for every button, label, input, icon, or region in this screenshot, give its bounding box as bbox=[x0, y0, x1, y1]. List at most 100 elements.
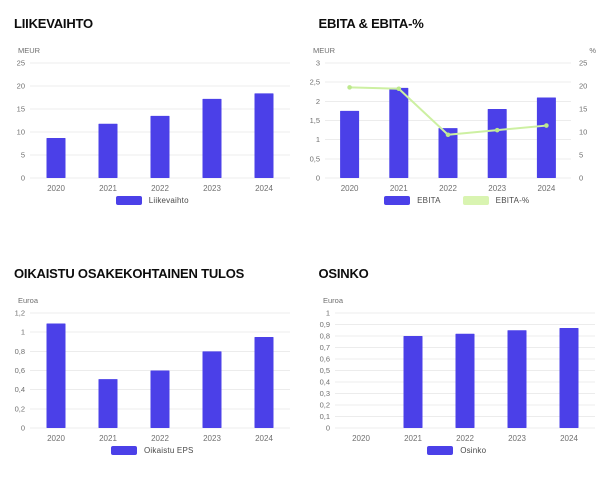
bar bbox=[98, 123, 118, 178]
chart-title: OSINKO bbox=[318, 266, 369, 281]
bar bbox=[487, 109, 507, 178]
bar bbox=[403, 336, 422, 428]
x-axis-label: 2022 bbox=[439, 184, 457, 193]
y-axis-tick-label: 0,4 bbox=[15, 385, 25, 394]
y-axis-tick-label: 0,2 bbox=[319, 401, 329, 410]
y-axis-tick-label: 0,3 bbox=[319, 389, 329, 398]
y-axis-tick-label: 0,2 bbox=[15, 404, 25, 413]
chart-card-liikevaihto: LIIKEVAIHTO 25 20 15 10 5 0 MEUR 2020 2021 2022 20… bbox=[0, 0, 305, 250]
chart-legend: Liikevaihto bbox=[0, 196, 305, 205]
chart-canvas: 1 0,9 0,8 0,7 0,6 0,5 0,4 0,3 0,2 0,1 0 Euroa 2020 20… bbox=[305, 290, 609, 448]
y-axis-tick-label: 0,1 bbox=[319, 412, 329, 421]
chart-svg: 1,2 1 0,8 0,6 0,4 0,2 0 Euroa 2020 2021 2022 2023 20… bbox=[15, 296, 290, 443]
x-axis-label: 2024 bbox=[537, 184, 555, 193]
legend-item[interactable]: Osinko bbox=[427, 446, 486, 455]
y-axis-tick-label: 25 bbox=[17, 59, 25, 68]
bar bbox=[46, 137, 66, 178]
x-axis-label: 2023 bbox=[203, 434, 221, 443]
y-axis-tick-label: 2,5 bbox=[309, 78, 319, 87]
legend-swatch bbox=[462, 196, 489, 205]
x-axis-label: 2022 bbox=[456, 434, 474, 443]
y-axis-tick-label: 5 bbox=[21, 151, 25, 160]
y-axis-tick-label: 10 bbox=[17, 128, 25, 137]
bar bbox=[388, 87, 408, 178]
x-axis-label: 2024 bbox=[255, 434, 273, 443]
y-axis-tick-label: 0,6 bbox=[15, 366, 25, 375]
bar bbox=[98, 379, 118, 428]
x-axis-label: 2024 bbox=[560, 434, 578, 443]
legend-swatch bbox=[110, 446, 137, 455]
y-axis-tick-label: 20 bbox=[17, 82, 25, 91]
y-axis-tick-label: 0 bbox=[315, 174, 319, 183]
legend-label: EBITA bbox=[417, 196, 441, 205]
y-axis-tick-label: 0,5 bbox=[309, 154, 319, 163]
legend-item[interactable]: EBITA-% bbox=[462, 196, 530, 205]
bar bbox=[254, 93, 274, 178]
bar bbox=[150, 115, 170, 178]
bar bbox=[46, 323, 66, 428]
y-axis-right-tick-label: 10 bbox=[579, 128, 587, 137]
legend-item[interactable]: EBITA bbox=[384, 196, 441, 205]
x-axis-label: 2021 bbox=[404, 434, 422, 443]
bar bbox=[438, 128, 457, 178]
bar bbox=[150, 370, 170, 428]
bar bbox=[254, 336, 274, 428]
chart-title: EBITA & EBITA-% bbox=[318, 16, 424, 31]
chart-canvas: 25 20 15 10 5 0 MEUR 2020 2021 2022 2023 2024 bbox=[0, 40, 304, 198]
x-axis-label: 2021 bbox=[99, 434, 117, 443]
data-point bbox=[396, 86, 401, 92]
x-axis-label: 2021 bbox=[389, 184, 407, 193]
data-point bbox=[346, 85, 352, 90]
chart-title: LIIKEVAIHTO bbox=[14, 16, 93, 31]
legend-label: Oikaistu EPS bbox=[143, 446, 194, 455]
legend-label: Osinko bbox=[460, 446, 487, 455]
legend-label: EBITA-% bbox=[495, 196, 530, 205]
y-axis-tick-label: 0,4 bbox=[319, 378, 329, 387]
right-axis-unit-label: % bbox=[589, 46, 596, 55]
chart-canvas: 3 2,5 2 1,5 1 0,5 0 25 20 15 10 5 0% MEUR 2020 2021 2022… bbox=[305, 40, 609, 198]
legend-swatch bbox=[115, 196, 142, 205]
legend-swatch bbox=[427, 446, 454, 455]
left-axis-unit-label: Euroa bbox=[323, 296, 344, 305]
x-axis-label: 2021 bbox=[99, 184, 117, 193]
y-axis-right-tick-label: 20 bbox=[579, 82, 587, 91]
bar bbox=[536, 97, 556, 178]
data-point bbox=[494, 127, 499, 133]
x-axis-label: 2023 bbox=[508, 434, 526, 443]
y-axis-tick-label: 1 bbox=[21, 328, 25, 337]
y-axis-tick-label: 3 bbox=[315, 59, 319, 68]
x-axis-label: 2022 bbox=[151, 184, 169, 193]
chart-svg: 25 20 15 10 5 0 MEUR 2020 2021 2022 2023 2024 bbox=[17, 46, 290, 193]
legend-swatch bbox=[384, 196, 411, 205]
bar bbox=[455, 333, 474, 428]
chart-svg: 3 2,5 2 1,5 1 0,5 0 25 20 15 10 5 0% MEUR 2020 2021 2022… bbox=[309, 46, 596, 193]
chart-svg: 1 0,9 0,8 0,7 0,6 0,5 0,4 0,3 0,2 0,1 0 Euroa 2020 20… bbox=[319, 296, 595, 443]
data-point bbox=[543, 123, 549, 128]
y-axis-tick-label: 15 bbox=[17, 105, 25, 114]
legend-label: Liikevaihto bbox=[148, 196, 189, 205]
y-axis-right-tick-label: 15 bbox=[579, 105, 587, 114]
bar bbox=[339, 110, 359, 178]
chart-card-ebita: EBITA & EBITA-% 3 2,5 2 1,5 1 0,5 0 25 20 15 10 5 0%… bbox=[305, 0, 609, 250]
x-axis-label: 2020 bbox=[47, 184, 65, 193]
left-axis-unit-label: MEUR bbox=[18, 46, 41, 55]
y-axis-right-tick-label: 5 bbox=[579, 151, 583, 160]
y-axis-tick-label: 1,2 bbox=[15, 309, 25, 318]
x-axis-label: 2023 bbox=[488, 184, 506, 193]
y-axis-tick-label: 2 bbox=[315, 97, 319, 106]
y-axis-tick-label: 1 bbox=[325, 309, 329, 318]
chart-card-oikaistu-eps: OIKAISTU OSAKEKOHTAINEN TULOS 1,2 1 0,8 0,6… bbox=[0, 250, 305, 500]
y-axis-tick-label: 0 bbox=[21, 174, 25, 183]
series-line bbox=[348, 86, 547, 136]
x-axis-label: 2020 bbox=[47, 434, 65, 443]
legend-item[interactable]: Oikaistu EPS bbox=[110, 446, 194, 455]
y-axis-right-tick-label: 25 bbox=[579, 59, 587, 68]
chart-legend: Osinko bbox=[305, 446, 609, 455]
chart-title: OIKAISTU OSAKEKOHTAINEN TULOS bbox=[14, 266, 245, 281]
y-axis-tick-label: 0,6 bbox=[319, 355, 329, 364]
y-axis-tick-label: 1,5 bbox=[309, 116, 319, 125]
chart-legend: EBITA EBITA-% bbox=[305, 196, 609, 205]
legend-item[interactable]: Liikevaihto bbox=[115, 196, 189, 205]
chart-card-osinko: OSINKO 1 0,9 0,8 0,7 0,6 0,5 0,4 0,3 0,2 0,1 0 Euro… bbox=[305, 250, 609, 500]
